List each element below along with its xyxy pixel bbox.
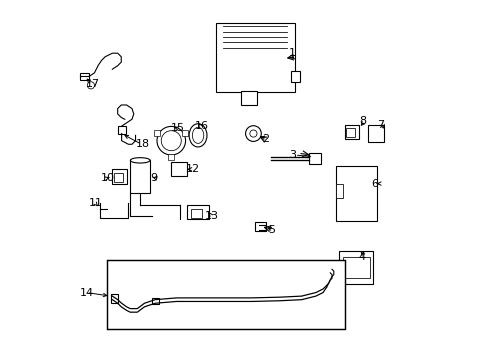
Bar: [112, 169, 126, 184]
Bar: [171, 162, 187, 176]
Bar: [342, 257, 369, 278]
Text: 11: 11: [89, 198, 103, 208]
Bar: [335, 184, 342, 198]
Text: 15: 15: [171, 123, 185, 133]
Bar: [335, 166, 376, 221]
Bar: [110, 294, 118, 303]
Bar: [190, 208, 201, 217]
Bar: [346, 128, 354, 137]
Bar: [344, 125, 358, 139]
Text: 1: 1: [288, 48, 296, 58]
Text: 13: 13: [205, 211, 219, 221]
Text: 14: 14: [80, 288, 94, 297]
Bar: [216, 23, 294, 93]
Bar: [130, 160, 149, 193]
Bar: [339, 251, 372, 284]
Bar: [241, 91, 257, 105]
Bar: [308, 153, 321, 164]
Bar: [154, 130, 160, 135]
Text: 5: 5: [267, 225, 274, 235]
Text: 17: 17: [85, 78, 100, 89]
Bar: [107, 260, 344, 329]
Bar: [182, 130, 188, 135]
Bar: [151, 298, 159, 304]
Ellipse shape: [192, 127, 203, 143]
Text: 16: 16: [194, 121, 208, 131]
Bar: [118, 126, 125, 134]
Text: 4: 4: [358, 252, 365, 262]
Bar: [168, 154, 174, 159]
Bar: [80, 73, 89, 80]
Text: 8: 8: [358, 116, 365, 126]
Text: 7: 7: [376, 120, 383, 130]
Text: 6: 6: [370, 179, 378, 189]
Text: 18: 18: [135, 139, 149, 149]
Text: 3: 3: [288, 150, 296, 160]
Circle shape: [87, 82, 94, 89]
Bar: [290, 71, 299, 82]
Text: 10: 10: [101, 173, 114, 183]
Bar: [187, 205, 208, 219]
Ellipse shape: [130, 158, 150, 163]
Circle shape: [249, 130, 257, 137]
Text: 9: 9: [149, 173, 157, 183]
Text: 12: 12: [185, 164, 199, 174]
Ellipse shape: [189, 124, 206, 147]
Bar: [114, 173, 123, 182]
Bar: [255, 222, 265, 231]
Text: 2: 2: [261, 134, 268, 144]
Bar: [367, 125, 383, 143]
Circle shape: [157, 126, 185, 155]
Circle shape: [245, 126, 261, 141]
Circle shape: [161, 131, 181, 151]
